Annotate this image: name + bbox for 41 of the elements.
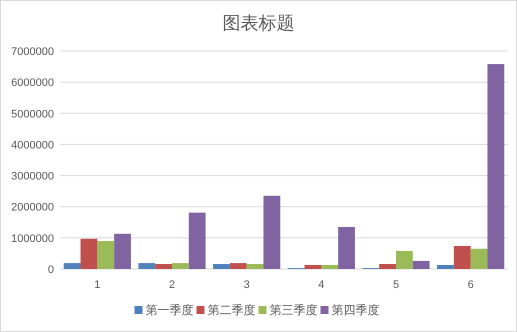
bar bbox=[263, 196, 280, 269]
y-tick-label: 0 bbox=[48, 264, 54, 276]
bar bbox=[246, 264, 264, 269]
y-tick-label: 2000000 bbox=[11, 202, 54, 214]
bar bbox=[470, 248, 488, 269]
y-tick-label: 1000000 bbox=[11, 232, 54, 245]
bar bbox=[97, 240, 114, 269]
bar bbox=[80, 238, 98, 269]
bar bbox=[437, 264, 454, 269]
x-tick-label: 1 bbox=[94, 279, 100, 291]
x-tick-label: 6 bbox=[468, 279, 474, 291]
bar bbox=[114, 234, 131, 269]
legend-label: 第二季度 bbox=[208, 303, 256, 317]
y-tick-label: 3000000 bbox=[11, 170, 54, 183]
bar bbox=[338, 226, 355, 269]
y-tick-label: 5000000 bbox=[11, 108, 54, 120]
x-tick-label: 5 bbox=[392, 279, 400, 291]
bar bbox=[213, 264, 230, 269]
legend-label: 第一季度 bbox=[146, 303, 194, 317]
y-tick-label: 7000000 bbox=[11, 46, 54, 58]
y-tick-label: 6000000 bbox=[11, 77, 54, 90]
bar bbox=[321, 264, 338, 269]
bar bbox=[230, 263, 247, 269]
x-tick-label: 3 bbox=[244, 279, 250, 291]
bar bbox=[379, 264, 396, 269]
bar bbox=[138, 263, 156, 269]
bar bbox=[454, 246, 471, 269]
bar bbox=[396, 250, 413, 269]
bar bbox=[64, 263, 81, 269]
bar bbox=[155, 264, 172, 269]
bar bbox=[412, 260, 430, 269]
legend-label: 第三季度 bbox=[270, 303, 318, 317]
bar bbox=[188, 212, 206, 269]
bar bbox=[487, 64, 504, 269]
y-tick-label: 4000000 bbox=[11, 139, 54, 152]
bar bbox=[304, 264, 322, 269]
x-tick-label: 2 bbox=[168, 279, 176, 291]
x-tick-label: 4 bbox=[318, 279, 324, 291]
bar bbox=[172, 263, 189, 269]
chart-title: 图表标题 bbox=[222, 13, 294, 33]
legend-label: 第四季度 bbox=[332, 303, 380, 317]
